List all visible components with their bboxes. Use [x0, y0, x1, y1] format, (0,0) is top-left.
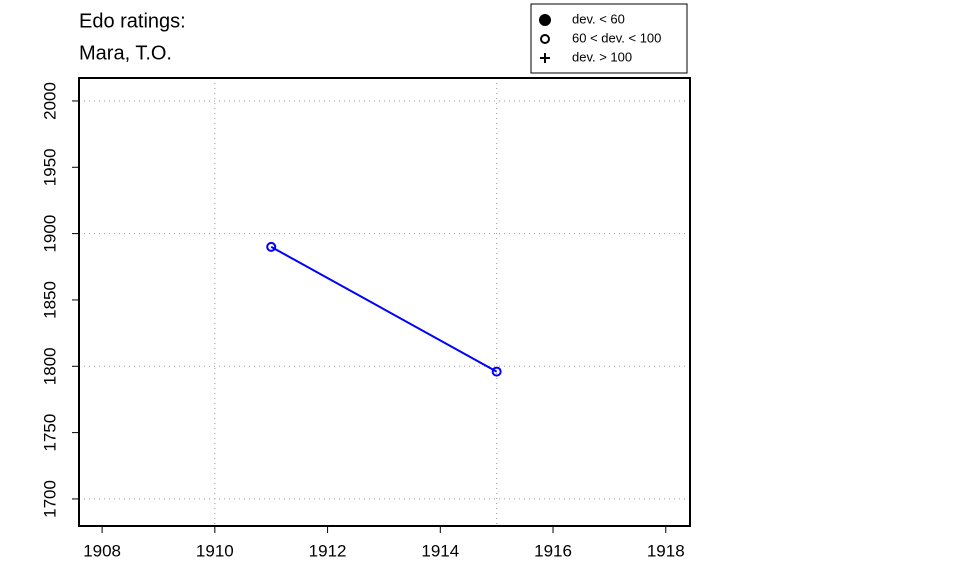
plot-frame — [78, 77, 691, 527]
marker — [539, 14, 551, 26]
marker — [491, 366, 502, 377]
x-tick-label: 1910 — [196, 541, 234, 560]
y-tick-label: 1850 — [40, 281, 59, 319]
y-tick-label: 1800 — [40, 347, 59, 385]
line — [270, 246, 498, 373]
legend-box — [530, 3, 688, 74]
legend-label: 60 < dev. < 100 — [572, 30, 661, 45]
x-tick-label: 1916 — [534, 541, 572, 560]
chart-title: Mara, T.O. — [79, 42, 172, 64]
marker — [266, 241, 277, 252]
y-tick-label: 1750 — [40, 414, 59, 452]
legend-label: dev. > 100 — [572, 49, 632, 64]
x-tick-label: 1912 — [309, 541, 347, 560]
x-tick-label: 1908 — [83, 541, 121, 560]
y-tick-label: 2000 — [40, 82, 59, 120]
marker — [540, 34, 550, 44]
legend-label: dev. < 60 — [572, 11, 625, 26]
y-tick-label: 1950 — [40, 148, 59, 186]
marker — [540, 53, 550, 63]
y-tick-label: 1900 — [40, 215, 59, 253]
x-tick-label: 1914 — [421, 541, 459, 560]
chart-title: Edo ratings: — [79, 10, 186, 32]
x-tick-label: 1918 — [647, 541, 685, 560]
y-tick-label: 1700 — [40, 480, 59, 518]
